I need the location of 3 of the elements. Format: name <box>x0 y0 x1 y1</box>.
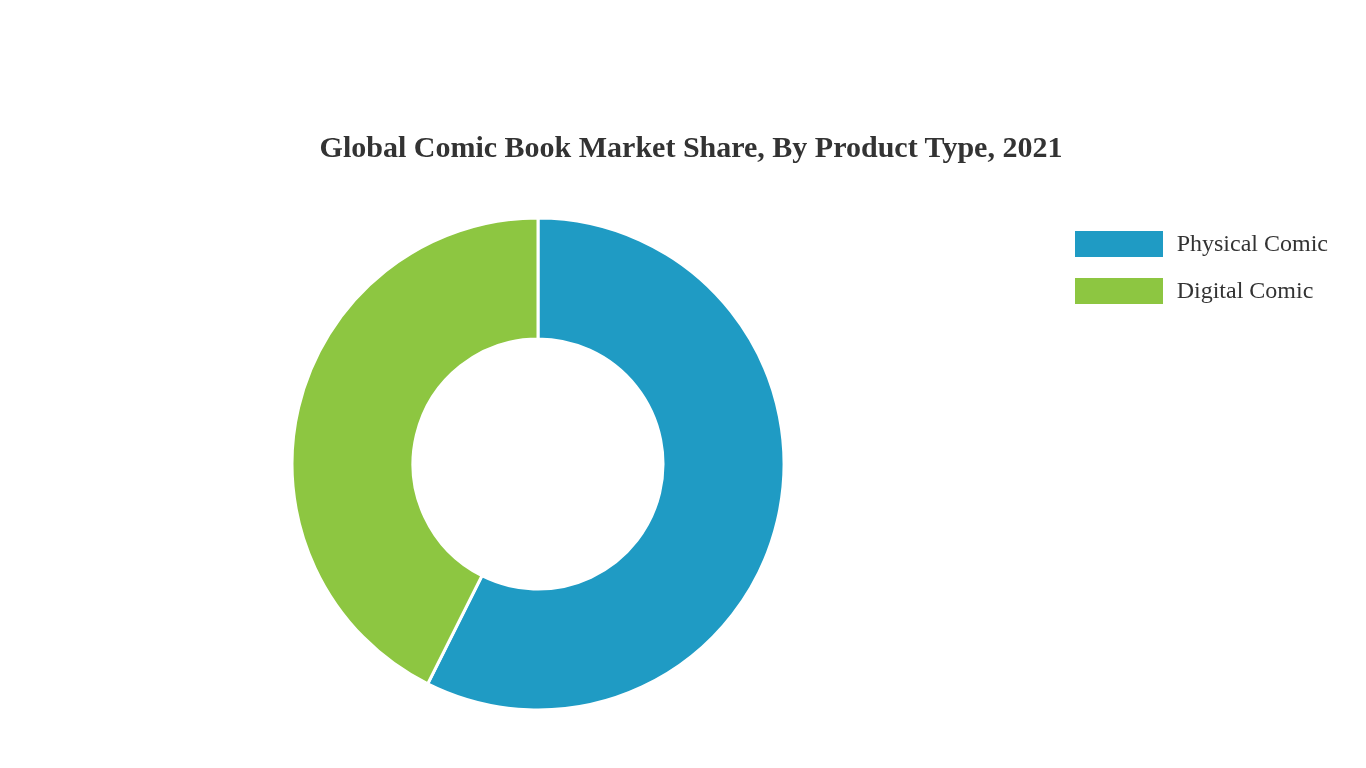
legend-label: Digital Comic <box>1176 277 1314 304</box>
chart-title: Global Comic Book Market Share, By Product Type, 2021 <box>318 130 1064 164</box>
legend-label: Physical Comic <box>1176 230 1328 257</box>
